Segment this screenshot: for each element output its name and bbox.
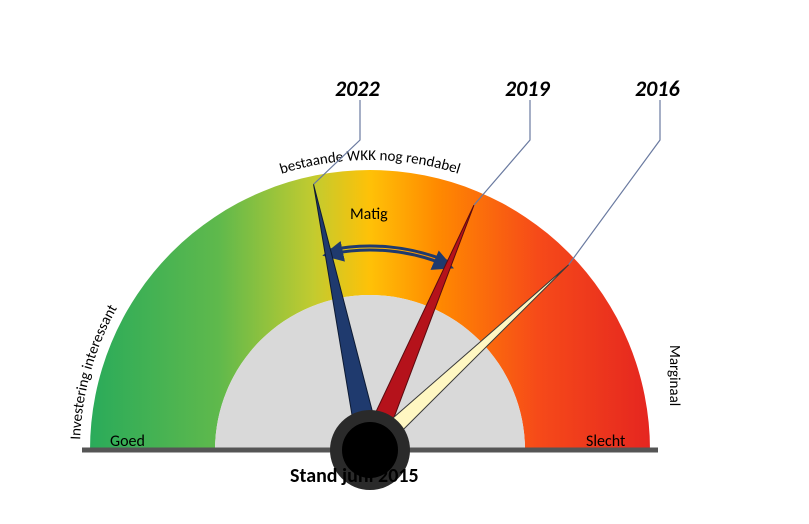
year-label-2016: 2016 xyxy=(635,75,680,102)
zone-label-goed: Goed xyxy=(110,432,145,451)
zone-label-matig: Matig xyxy=(350,205,388,224)
year-label-2019: 2019 xyxy=(505,75,550,102)
arc-label-marginaal: Marginaal xyxy=(665,345,683,406)
zone-label-slecht: Slecht xyxy=(586,432,625,451)
year-label-2022: 2022 xyxy=(335,75,380,102)
gauge-caption: Stand juni 2015 xyxy=(290,464,419,488)
